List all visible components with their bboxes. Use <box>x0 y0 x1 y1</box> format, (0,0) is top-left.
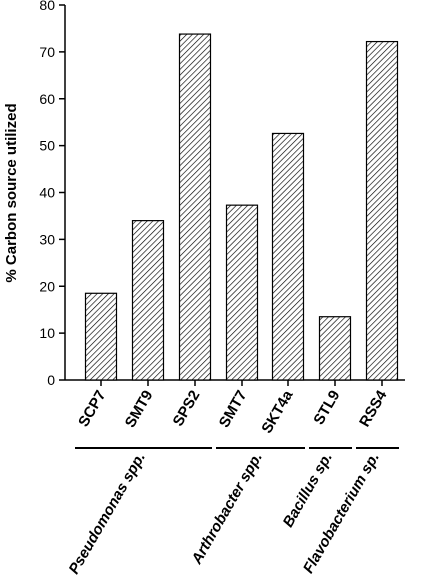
y-tick-label: 20 <box>39 278 55 294</box>
y-tick-label: 40 <box>39 185 55 201</box>
y-tick-label: 60 <box>39 91 55 107</box>
bar <box>318 316 352 381</box>
x-tick-label: STL9 <box>310 388 343 428</box>
y-tick-label: 50 <box>39 138 55 154</box>
y-tick-label: 70 <box>39 44 55 60</box>
plot-area: 0 10 20 30 40 50 60 70 80 SCP7 SMT9 SPS2 SMT7 SKT4a ST… <box>39 0 405 577</box>
x-tick-label: SMT9 <box>122 388 157 431</box>
x-tick-label: SMT7 <box>216 388 251 431</box>
bar <box>225 204 259 381</box>
bar <box>84 292 118 381</box>
y-tick-label: 10 <box>39 325 55 341</box>
y-tick-label: 80 <box>39 0 55 13</box>
x-tick-label: SPS2 <box>170 388 204 430</box>
y-tick-label: 0 <box>47 372 55 388</box>
group-label: Arthrobacter spp. <box>188 450 266 568</box>
bar <box>131 220 165 381</box>
x-tick-label: SKT4a <box>258 387 296 436</box>
group-label: Pseudomonas spp. <box>65 450 148 578</box>
x-tick-label: SCP7 <box>75 388 109 430</box>
y-axis-label: % Carbon source utilized <box>3 103 20 282</box>
bar <box>271 132 305 381</box>
bar <box>365 40 399 381</box>
bar <box>178 33 212 381</box>
x-tick-label: RSS4 <box>356 387 391 430</box>
y-tick-label: 30 <box>39 231 55 247</box>
